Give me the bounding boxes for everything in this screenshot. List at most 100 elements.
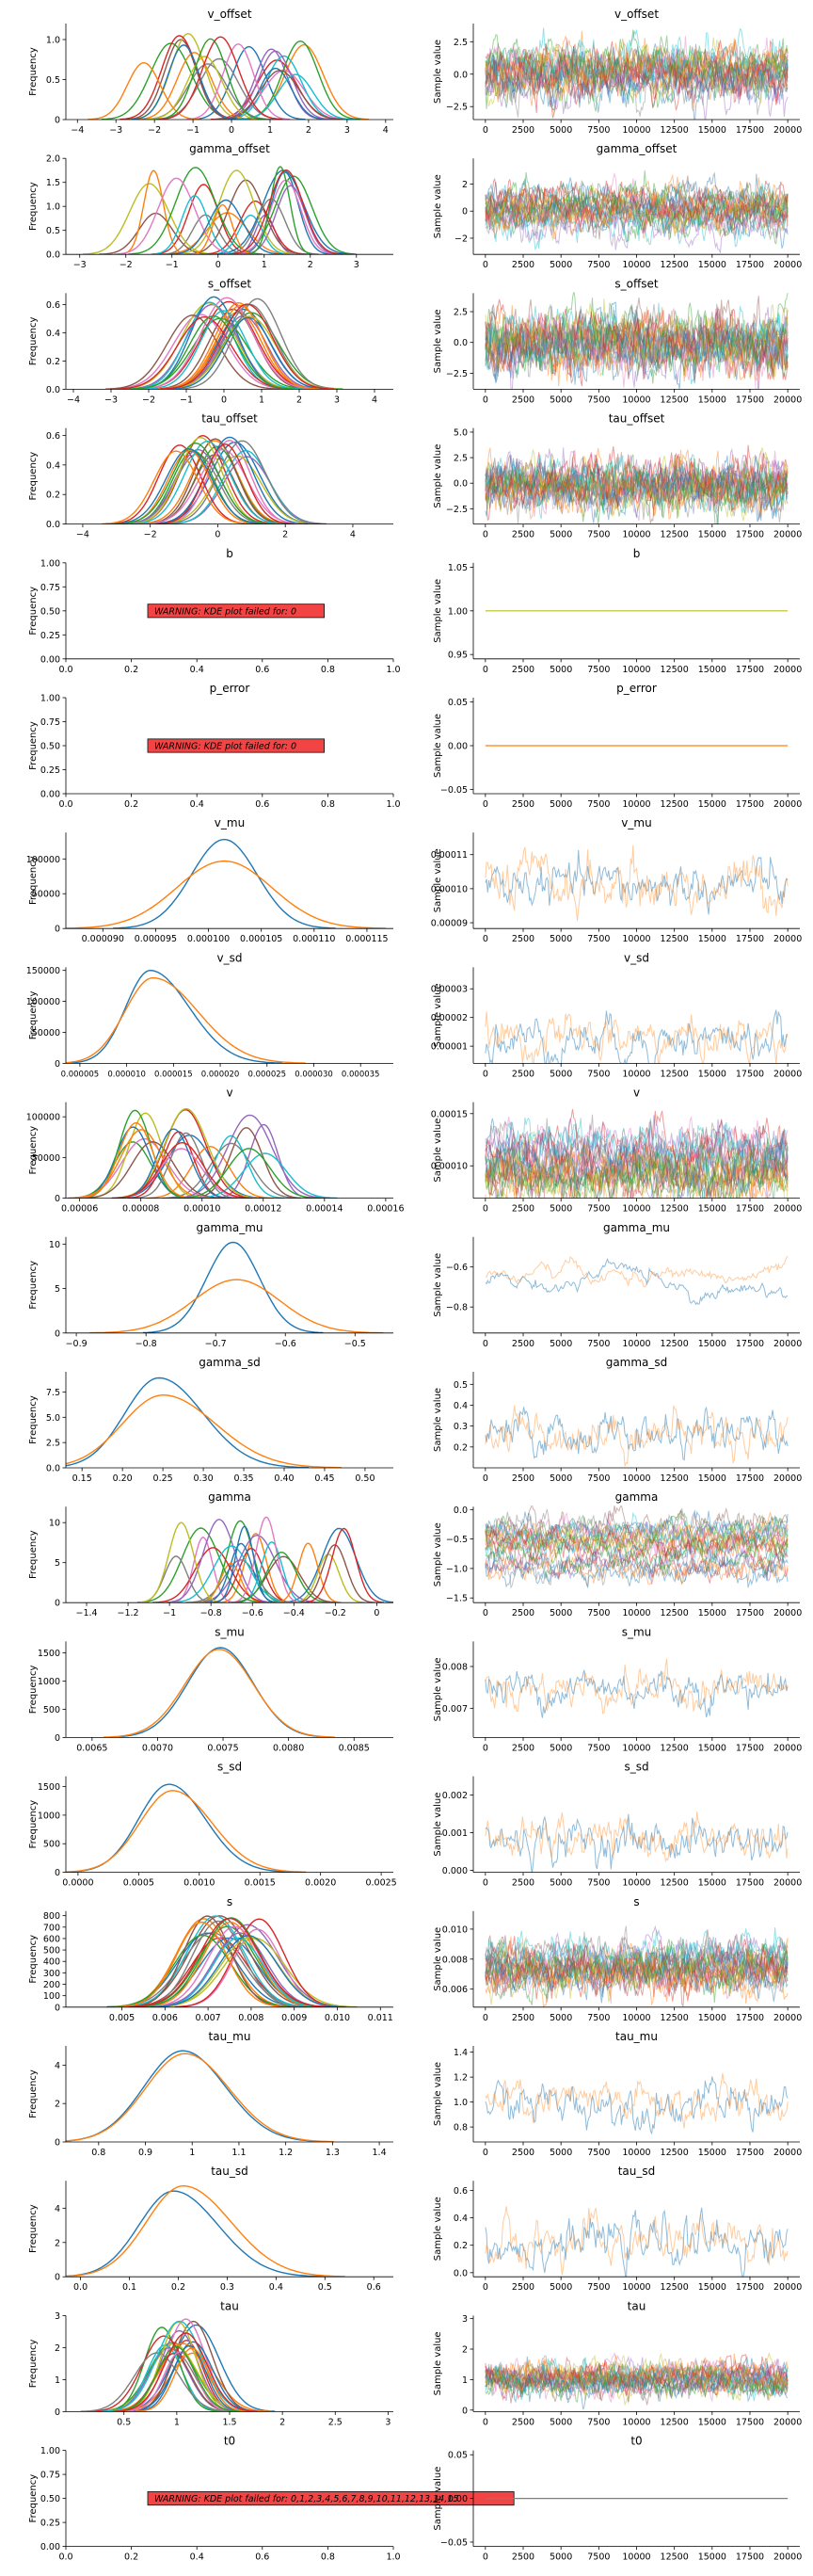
y-tick-label: 2 xyxy=(55,2100,60,2110)
trace-line-8 xyxy=(485,298,789,379)
kde-curve-6 xyxy=(109,314,292,390)
trace-line-10 xyxy=(485,1942,789,1998)
plot-area xyxy=(104,296,343,390)
kde-curve-19 xyxy=(145,310,302,390)
trace-panel-v-offset: v_offset Sample value 0 2500 5000 7500 10000 12… xyxy=(433,8,802,136)
panel-title: v_sd xyxy=(624,951,649,964)
y-tick-label: 5.0 xyxy=(46,1413,60,1424)
x-tick-label: 0 xyxy=(229,125,234,136)
x-tick-label: 2.5 xyxy=(328,2417,343,2427)
y-axis-label: Frequency xyxy=(28,2069,39,2118)
y-tick-label: 0.0 xyxy=(454,479,468,490)
kde-curve-1 xyxy=(110,1918,297,2007)
x-tick-label: 3 xyxy=(334,394,340,405)
plot-area xyxy=(485,845,789,922)
x-tick-label: 7500 xyxy=(587,530,610,540)
x-tick-label: 0 xyxy=(221,394,227,405)
x-tick-label: 0 xyxy=(483,125,488,136)
kde-curve-1 xyxy=(66,1393,343,1468)
y-axis-label: Frequency xyxy=(28,2204,39,2253)
panel-title: tau_offset xyxy=(201,412,258,426)
trace-line-15 xyxy=(485,1134,789,1195)
kde-curve-20 xyxy=(167,316,329,390)
kde-curve-1 xyxy=(66,860,387,929)
x-tick-label: 5000 xyxy=(550,1339,572,1349)
trace-line-7 xyxy=(485,1134,789,1199)
panel-title: s_mu xyxy=(622,1625,652,1638)
x-tick-label: 0.010 xyxy=(325,2013,350,2023)
y-tick-label: 400 xyxy=(43,1957,60,1968)
x-tick-label: 1.0 xyxy=(386,665,400,675)
y-tick-label: 500 xyxy=(43,1840,60,1850)
trace-line-3 xyxy=(485,2355,789,2401)
y-tick-label: 1.5 xyxy=(46,178,60,188)
x-tick-label: 0.00006 xyxy=(61,1204,98,1215)
x-tick-label: 2 xyxy=(308,260,313,270)
x-tick-label: 0.3 xyxy=(220,2282,234,2293)
x-tick-label: 2500 xyxy=(512,2013,534,2023)
panel-title: s_sd xyxy=(217,1761,242,1774)
trace-line-0 xyxy=(485,1813,789,1873)
plot-area xyxy=(485,27,789,120)
x-tick-label: 10000 xyxy=(622,1608,650,1618)
trace-line-4 xyxy=(485,190,789,244)
x-tick-label: 0.000035 xyxy=(342,1070,380,1079)
trace-line-12 xyxy=(485,34,789,102)
x-tick-label: −3 xyxy=(73,260,87,270)
y-axis-label: Sample value xyxy=(433,1927,443,1991)
x-tick-label: 7500 xyxy=(587,1339,610,1349)
y-tick-label: 0.4 xyxy=(454,1401,468,1411)
trace-line-16 xyxy=(485,1949,789,1999)
kde-curve-16 xyxy=(125,2351,235,2412)
x-tick-label: 12500 xyxy=(661,125,689,136)
x-tick-label: 0 xyxy=(374,1608,379,1618)
x-tick-label: 0.0085 xyxy=(339,1743,370,1753)
x-tick-label: 15000 xyxy=(698,665,726,675)
x-tick-label: 12500 xyxy=(661,260,689,270)
y-axis-label: Sample value xyxy=(433,1793,443,1857)
trace-line-16 xyxy=(485,1512,789,1559)
y-tick-label: 0.6 xyxy=(46,431,60,442)
trace-line-0 xyxy=(485,849,789,915)
kde-curve-17 xyxy=(80,2352,233,2412)
trace-line-20 xyxy=(485,2361,789,2410)
x-tick-label: 0.8 xyxy=(321,665,335,675)
y-tick-label: 0 xyxy=(462,2406,468,2416)
x-tick-label: 2500 xyxy=(512,799,534,810)
trace-line-0 xyxy=(485,45,789,99)
x-tick-label: 3 xyxy=(354,260,359,270)
x-tick-label: 0 xyxy=(483,2282,488,2293)
y-tick-label: 0.50 xyxy=(40,2494,60,2504)
y-tick-label: 2 xyxy=(55,2238,60,2248)
x-tick-label: 7500 xyxy=(587,799,610,810)
trace-line-4 xyxy=(485,49,789,105)
trace-line-7 xyxy=(485,461,789,524)
x-tick-label: 15000 xyxy=(698,530,726,540)
trace-line-9 xyxy=(485,27,789,92)
trace-line-21 xyxy=(485,2356,789,2395)
trace-line-2 xyxy=(485,1140,789,1199)
trace-line-18 xyxy=(485,1520,789,1558)
plot-area xyxy=(66,969,306,1064)
y-tick-label: 50000 xyxy=(32,890,60,900)
x-tick-label: 0.40 xyxy=(274,1473,294,1484)
x-tick-label: 15000 xyxy=(698,125,726,136)
plot-area xyxy=(66,1377,343,1468)
y-axis-label: Sample value xyxy=(433,444,443,508)
x-tick-label: 0 xyxy=(483,1473,488,1484)
x-tick-label: 17500 xyxy=(736,665,764,675)
trace-line-23 xyxy=(485,1523,789,1568)
trace-line-9 xyxy=(485,302,789,377)
trace-panel-s: s Sample value 0 2500 5000 7500 10000 12500 1500… xyxy=(433,1895,802,2023)
y-tick-label: 0.05 xyxy=(448,2451,468,2461)
x-tick-label: 0.000020 xyxy=(201,1070,240,1079)
x-tick-label: 17500 xyxy=(736,1339,764,1349)
x-tick-label: 17500 xyxy=(736,1204,764,1215)
x-tick-label: 5000 xyxy=(550,1608,572,1618)
trace-line-3 xyxy=(485,308,789,380)
kde-curve-21 xyxy=(157,301,320,390)
x-tick-label: 2500 xyxy=(512,394,534,405)
x-tick-label: 12500 xyxy=(661,394,689,405)
x-tick-label: 15000 xyxy=(698,1339,726,1349)
x-tick-label: 15000 xyxy=(698,260,726,270)
